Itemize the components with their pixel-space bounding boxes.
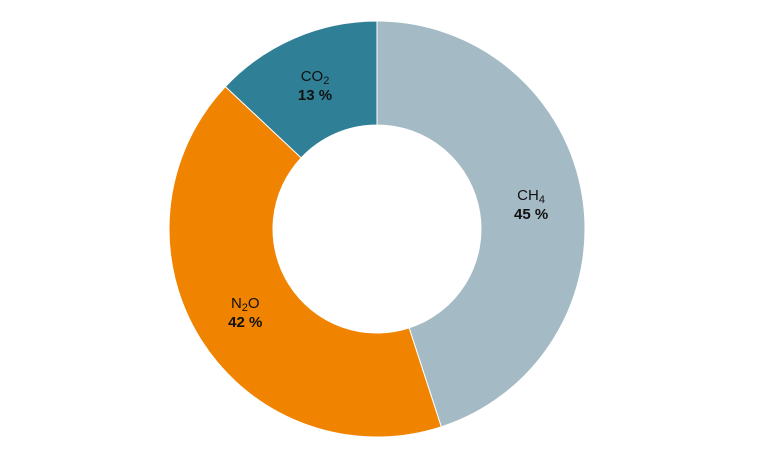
slice-label-n2o: N2O 42 % xyxy=(228,294,262,332)
slice-name-n2o: N2O xyxy=(230,294,260,314)
slice-value-n2o: 42 % xyxy=(228,313,263,331)
slice-name-ch4: CH4 xyxy=(517,186,545,206)
slice-value-ch4: 45 % xyxy=(513,205,549,223)
slice-label-co2: CO2 13 % xyxy=(298,67,332,105)
slice-value-co2: 13 % xyxy=(297,86,333,104)
slice-ch4 xyxy=(376,20,586,428)
slice-co2 xyxy=(224,20,378,159)
slice-n2o xyxy=(168,85,442,438)
slice-name-co2: CO2 xyxy=(300,67,330,87)
slice-label-ch4: CH4 45 % xyxy=(514,186,548,224)
